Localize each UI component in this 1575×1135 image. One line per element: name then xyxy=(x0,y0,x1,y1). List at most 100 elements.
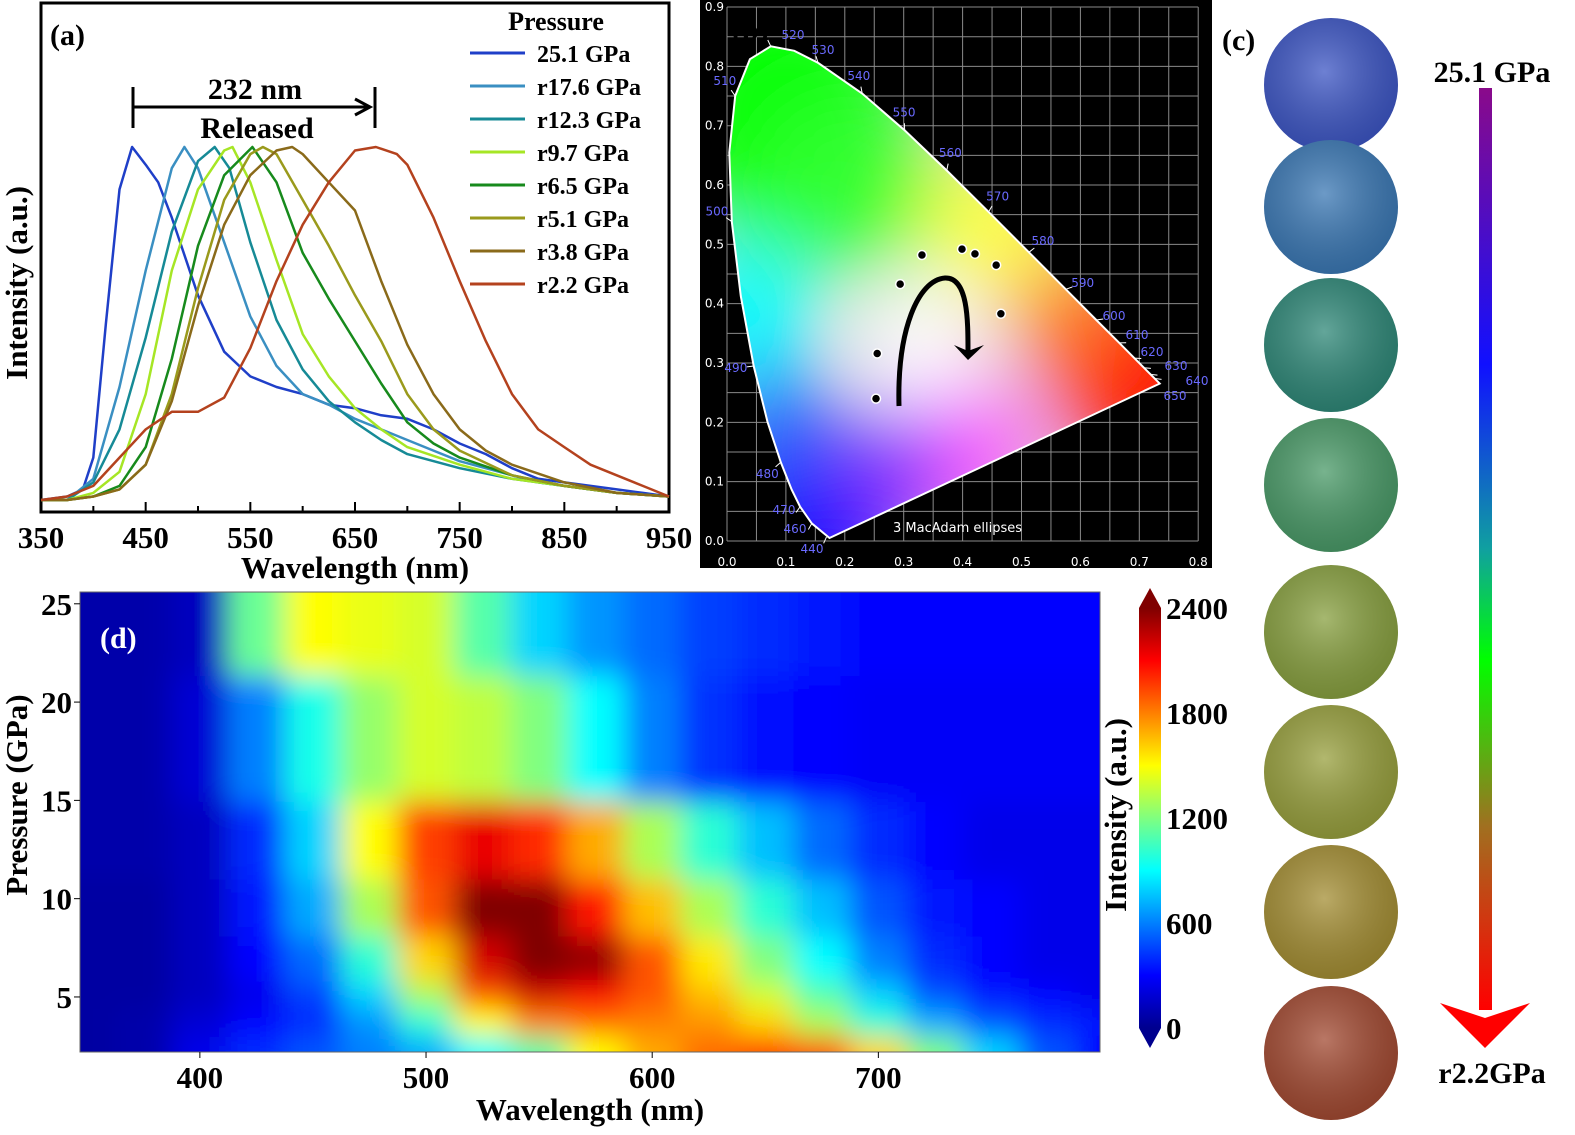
colorbar-label: Intensity (a.u.) xyxy=(1098,718,1133,912)
sample-shading xyxy=(1264,278,1398,412)
heatmap-cell xyxy=(454,1007,512,1037)
spectral-locus xyxy=(728,45,1162,540)
heatmap-cell xyxy=(341,675,399,802)
heatmap-cell xyxy=(567,1036,625,1052)
wavelength-tick xyxy=(1065,286,1073,290)
wavelength-tick xyxy=(746,365,754,368)
wavelength-label: 530 xyxy=(812,43,835,57)
panel-c-label: (c) xyxy=(1222,24,1255,57)
heatmap-cell xyxy=(906,1036,964,1052)
wavelength-label: 460 xyxy=(784,522,807,536)
heatmap-cell xyxy=(228,879,286,937)
heatmap-cell xyxy=(963,981,1021,1009)
series-line xyxy=(41,145,670,502)
heatmap-cell xyxy=(1076,936,1100,982)
heatmap-cell xyxy=(1076,1007,1100,1037)
x-tick-label: 0.2 xyxy=(835,555,854,569)
wavelength-tick xyxy=(1143,367,1151,369)
heatmap-cell xyxy=(906,936,964,982)
x-tick-label: 0.5 xyxy=(1012,555,1031,569)
heatmap-cell xyxy=(793,1007,851,1037)
heatmap-cell xyxy=(284,592,342,677)
heatmap-cell xyxy=(623,801,681,880)
colorbar-tick-label: 1800 xyxy=(1166,696,1228,731)
heatmap-cell xyxy=(80,936,116,982)
heatmap-cell xyxy=(80,1036,116,1052)
heatmap-cell xyxy=(567,981,625,1009)
heatmap-cell xyxy=(850,879,908,937)
x-tick-label: 650 xyxy=(332,520,379,555)
wavelength-label: 600 xyxy=(1103,309,1126,323)
x-tick-label: 950 xyxy=(646,520,693,555)
heatmap-cell xyxy=(1019,879,1077,937)
top-pressure-label: 25.1 GPa xyxy=(1434,56,1551,89)
wavelength-tick xyxy=(823,536,827,544)
pressure-arrow-head-icon xyxy=(1440,1003,1530,1048)
wavelength-label: 520 xyxy=(782,28,805,42)
wavelength-label: 540 xyxy=(847,69,870,83)
heatmap-cell xyxy=(397,1036,455,1052)
cie-point xyxy=(995,308,1007,320)
heatmap-cell xyxy=(510,1036,568,1052)
legend-item: r5.1 GPa xyxy=(470,207,629,233)
panel-d-y-label: Pressure (GPa) xyxy=(0,694,34,895)
heatmap-cell xyxy=(906,1007,964,1037)
heatmap-cell xyxy=(737,592,795,677)
heatmap-cell xyxy=(397,879,455,937)
heatmap-cell xyxy=(963,1007,1021,1037)
heatmap-cell xyxy=(1019,801,1077,880)
sample-shading xyxy=(1264,705,1398,839)
heatmap-cell xyxy=(567,936,625,982)
y-tick-label: 0.0 xyxy=(705,534,724,548)
wavelength-tick xyxy=(988,205,993,213)
panel-a-y-label: Intensity (a.u.) xyxy=(0,186,34,380)
legend-item: 25.1 GPa xyxy=(470,42,630,68)
wavelength-label: 590 xyxy=(1071,276,1094,290)
heatmap-cell xyxy=(454,879,512,937)
x-tick-label: 0.3 xyxy=(894,555,913,569)
heatmap-cell xyxy=(680,675,738,802)
heatmap-cell xyxy=(284,936,342,982)
x-tick-label: 0.0 xyxy=(717,555,736,569)
heatmap-cell xyxy=(397,801,455,880)
heatmap-cell xyxy=(737,1007,795,1037)
colorbar-max-triangle xyxy=(1139,588,1161,608)
x-tick-label: 850 xyxy=(541,520,588,555)
legend-label: r17.6 GPa xyxy=(537,75,641,101)
heatmap-cell xyxy=(793,936,851,982)
wavelength-tick xyxy=(815,56,819,64)
heatmap-cell xyxy=(171,592,229,677)
x-tick-label: 750 xyxy=(436,520,483,555)
heatmap-cell xyxy=(623,981,681,1009)
heatmap-frame xyxy=(79,591,1101,1053)
y-tick-label: 0.5 xyxy=(705,237,724,251)
heatmap-cell xyxy=(454,1036,512,1052)
legend-label: r5.1 GPa xyxy=(537,207,629,233)
sample-shading xyxy=(1264,986,1398,1120)
heatmap-cell xyxy=(1019,1036,1077,1052)
x-tick-label: 600 xyxy=(629,1060,676,1095)
heatmap-cell xyxy=(454,981,512,1009)
panel-b-label: (b) xyxy=(732,14,769,47)
heatmap-cell xyxy=(80,879,116,937)
wavelength-label: 640 xyxy=(1186,374,1209,388)
heatmap-cell xyxy=(963,592,1021,677)
cie-point xyxy=(894,278,906,290)
cie-point xyxy=(871,348,883,359)
heatmap-clip xyxy=(80,592,1100,1052)
heatmap-cell xyxy=(567,592,625,677)
heatmap-cell xyxy=(510,981,568,1009)
heatmap-cell xyxy=(1019,675,1077,802)
wavelength-label: 470 xyxy=(773,503,796,517)
heatmap-cell xyxy=(397,1007,455,1037)
heatmap-cell xyxy=(793,675,851,802)
heatmap-cell xyxy=(793,1036,851,1052)
legend-item: r12.3 GPa xyxy=(470,108,641,134)
legend-item: r2.2 GPa xyxy=(470,273,629,299)
heatmap-cell xyxy=(171,1036,229,1052)
wavelength-label: 510 xyxy=(713,74,736,88)
heatmap-cell xyxy=(80,1007,116,1037)
heatmap-cell xyxy=(963,936,1021,982)
heatmap-cell xyxy=(906,675,964,802)
heatmap-cell xyxy=(341,592,399,677)
